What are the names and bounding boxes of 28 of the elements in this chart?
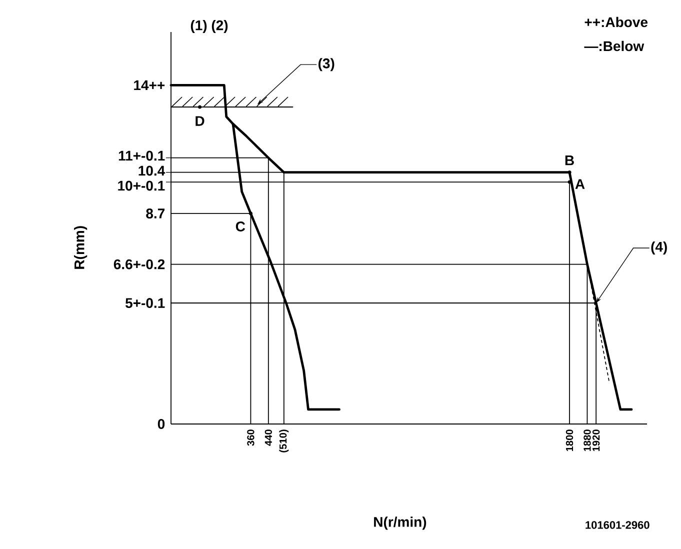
x-tick-label: 1800 (566, 430, 574, 452)
annotation: (3) (318, 58, 334, 72)
x-tick-label: 1920 (592, 430, 600, 452)
text: ++:Above (584, 16, 648, 28)
y-tick-label: 0 (158, 419, 165, 429)
x-axis-title: N(r/min) (374, 516, 426, 530)
annotation: (1) (2) (190, 20, 228, 34)
y-tick-label: 6.6+-0.2 (114, 259, 165, 270)
y-tick-label: 11+-0.1 (118, 150, 165, 161)
x-tick-label: 440 (264, 430, 272, 446)
annotation: B (565, 156, 574, 166)
y-tick-label: 14++ (134, 80, 165, 90)
point (248, 212, 253, 216)
point (568, 170, 572, 174)
x-tick-label: 1880 (584, 430, 591, 452)
x-tick-label: (510) (279, 430, 289, 452)
x-tick-label: 360 (247, 430, 254, 446)
text: 101601-2960 (586, 521, 650, 529)
annotation: (4) (651, 241, 667, 255)
y-tick-label: 5+-0.1 (125, 298, 165, 308)
y-tick-label: 8.7 (146, 208, 165, 218)
annotation: A (575, 179, 585, 189)
annotation: C (236, 222, 246, 232)
y-tick-label: 10+-0.1 (118, 180, 165, 191)
y-axis-title: R(mm) (74, 226, 88, 269)
y-tick-label: 10.4 (138, 166, 166, 176)
annotation: D (196, 116, 204, 126)
annotation: —:Below (584, 40, 644, 52)
